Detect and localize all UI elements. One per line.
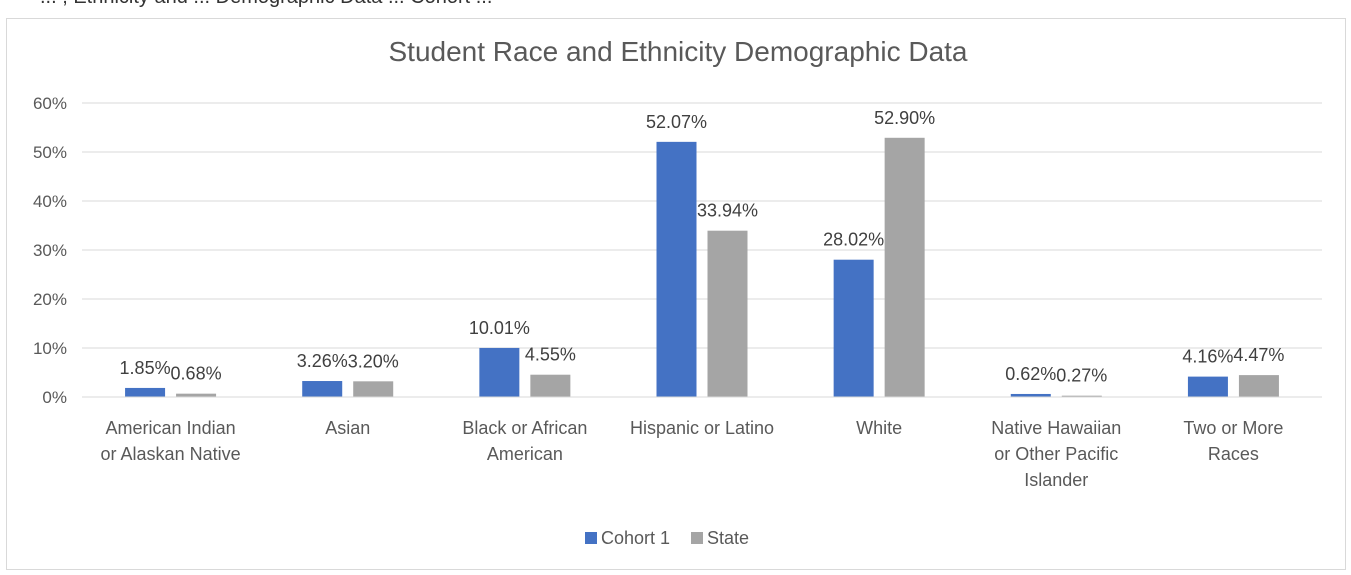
- data-label: 4.55%: [525, 345, 576, 365]
- bars: [125, 137, 1279, 398]
- bar-state: [884, 137, 925, 398]
- bar-state: [176, 393, 217, 397]
- category-labels: American Indian or Alaskan Native Asian Bla…: [101, 418, 1284, 490]
- y-tick-label: 40%: [33, 192, 67, 211]
- data-label: 4.47%: [1233, 345, 1284, 365]
- data-label: 3.20%: [348, 351, 399, 371]
- category-label: Two or More: [1183, 418, 1283, 438]
- data-label: 3.26%: [297, 351, 348, 371]
- data-label: 0.68%: [171, 364, 222, 384]
- gridlines: [82, 102, 1322, 349]
- cropped-header-strip: ... , Ethnicity and ... Demographic Data…: [0, 0, 1351, 18]
- cropped-header-text: ... , Ethnicity and ... Demographic Data…: [40, 0, 492, 9]
- legend-swatch: [691, 532, 703, 544]
- bar-state: [1238, 375, 1279, 397]
- data-label: 1.85%: [120, 358, 171, 378]
- category-label: American: [487, 444, 563, 464]
- category-label: Islander: [1024, 470, 1088, 490]
- y-tick-label: 0%: [42, 388, 67, 407]
- category-label: Hispanic or Latino: [630, 418, 774, 438]
- data-label: 33.94%: [697, 201, 758, 221]
- bar-cohort: [125, 387, 166, 397]
- data-label: 0.27%: [1056, 366, 1107, 386]
- bar-cohort: [479, 347, 520, 397]
- y-axis-ticks: 0% 10% 20% 30% 40% 50% 60%: [33, 94, 67, 407]
- category-label: Native Hawaiian: [991, 418, 1121, 438]
- y-tick-label: 20%: [33, 290, 67, 309]
- category-label: White: [856, 418, 902, 438]
- category-label: or Other Pacific: [994, 444, 1118, 464]
- category-label: Black or African: [462, 418, 587, 438]
- category-label: Races: [1208, 444, 1259, 464]
- data-label: 10.01%: [469, 318, 530, 338]
- bar-state: [1061, 395, 1102, 397]
- bar-cohort: [1010, 393, 1051, 397]
- category-label: or Alaskan Native: [101, 444, 241, 464]
- bar-cohort: [1187, 376, 1228, 397]
- data-label: 4.16%: [1182, 347, 1233, 367]
- category-label: American Indian: [106, 418, 236, 438]
- y-tick-label: 10%: [33, 339, 67, 358]
- legend-swatch: [585, 532, 597, 544]
- data-label: 52.07%: [646, 112, 707, 132]
- category-label: Asian: [325, 418, 370, 438]
- data-label: 52.90%: [874, 108, 935, 128]
- bar-state: [707, 230, 748, 397]
- y-tick-label: 60%: [33, 94, 67, 113]
- bar-state: [353, 381, 394, 397]
- bar-cohort: [833, 259, 874, 397]
- bar-cohort: [656, 141, 697, 397]
- legend: Cohort 1 State: [585, 528, 749, 548]
- bar-cohort: [302, 381, 343, 397]
- y-tick-label: 30%: [33, 241, 67, 260]
- data-label: 0.62%: [1005, 364, 1056, 384]
- legend-label: Cohort 1: [601, 528, 670, 548]
- data-label: 28.02%: [823, 230, 884, 250]
- data-labels: 1.85% 0.68% 3.26% 3.20% 10.01% 4.55% 52.07% 33.…: [120, 108, 1285, 386]
- legend-label: State: [707, 528, 749, 548]
- y-tick-label: 50%: [33, 143, 67, 162]
- chart-title: Student Race and Ethnicity Demographic D…: [389, 36, 968, 67]
- bar-state: [530, 374, 571, 397]
